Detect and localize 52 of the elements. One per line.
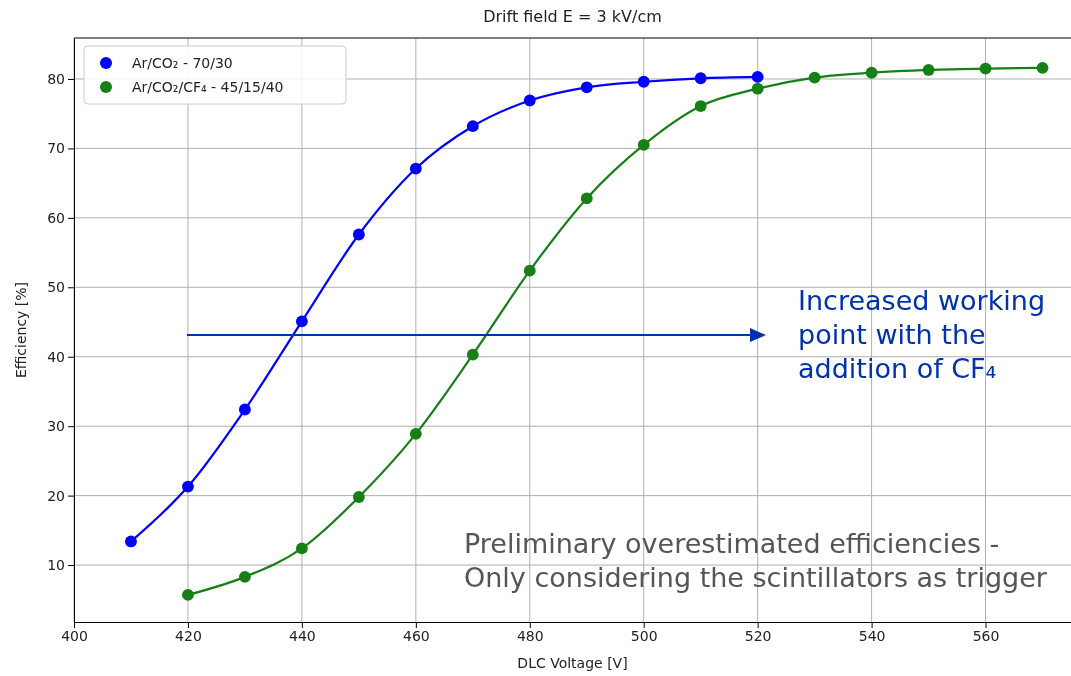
x-axis-title: DLC Voltage [V] <box>517 655 628 671</box>
point <box>352 228 365 241</box>
y-tick-label: 50 <box>47 279 65 296</box>
point <box>751 70 764 83</box>
y-tick-label: 40 <box>47 348 65 365</box>
y-tick-label: 70 <box>47 140 65 157</box>
y-tick-label: 30 <box>47 418 65 435</box>
point <box>466 120 479 133</box>
point <box>523 264 536 277</box>
point <box>125 535 137 548</box>
point <box>694 100 707 112</box>
point <box>1036 61 1049 74</box>
point <box>182 480 194 493</box>
x-tick-label: 540 <box>858 627 886 644</box>
annotation: Increased working point with the addition of CF₄ <box>798 285 1046 384</box>
point <box>637 75 650 88</box>
point <box>865 66 878 79</box>
point <box>808 71 821 84</box>
x-tick-label: 400 <box>61 627 88 644</box>
point <box>637 139 650 151</box>
y-tick-label: 60 <box>47 209 65 226</box>
point <box>295 542 308 555</box>
point <box>409 427 422 440</box>
point <box>580 81 593 94</box>
point <box>239 570 251 583</box>
point <box>694 72 707 85</box>
x-tick-label: 460 <box>402 627 430 644</box>
x-tick-label: 440 <box>289 627 316 644</box>
point <box>182 589 194 601</box>
point <box>295 315 308 328</box>
point <box>580 192 593 205</box>
x-tick-label: 420 <box>175 627 202 644</box>
y-tick-label: 20 <box>47 487 65 504</box>
point <box>352 491 365 503</box>
point <box>466 348 479 361</box>
point <box>751 82 764 95</box>
point <box>523 94 536 107</box>
y-axis-title: Efficiency [%] <box>13 281 29 379</box>
y-tick-label: 10 <box>47 557 65 574</box>
x-tick-label: 520 <box>744 627 772 644</box>
point <box>239 403 251 416</box>
x-tick-label: 480 <box>516 627 544 644</box>
x-tick-label: 560 <box>972 627 1000 644</box>
legend-label: Ar/CO₂/CF₄ - 45/15/40 <box>132 79 284 95</box>
annotation: Preliminary overestimated efficiencies - Only considering the scintillators as trigger <box>464 528 1048 593</box>
point <box>979 62 992 75</box>
x-tick-label: 500 <box>630 627 658 644</box>
legend-label: Ar/CO₂ - 70/30 <box>132 55 233 71</box>
point <box>409 162 422 175</box>
point <box>922 64 935 76</box>
chart-title: Drift field E = 3 kV/cm <box>483 7 662 26</box>
y-tick-label: 80 <box>47 70 65 87</box>
